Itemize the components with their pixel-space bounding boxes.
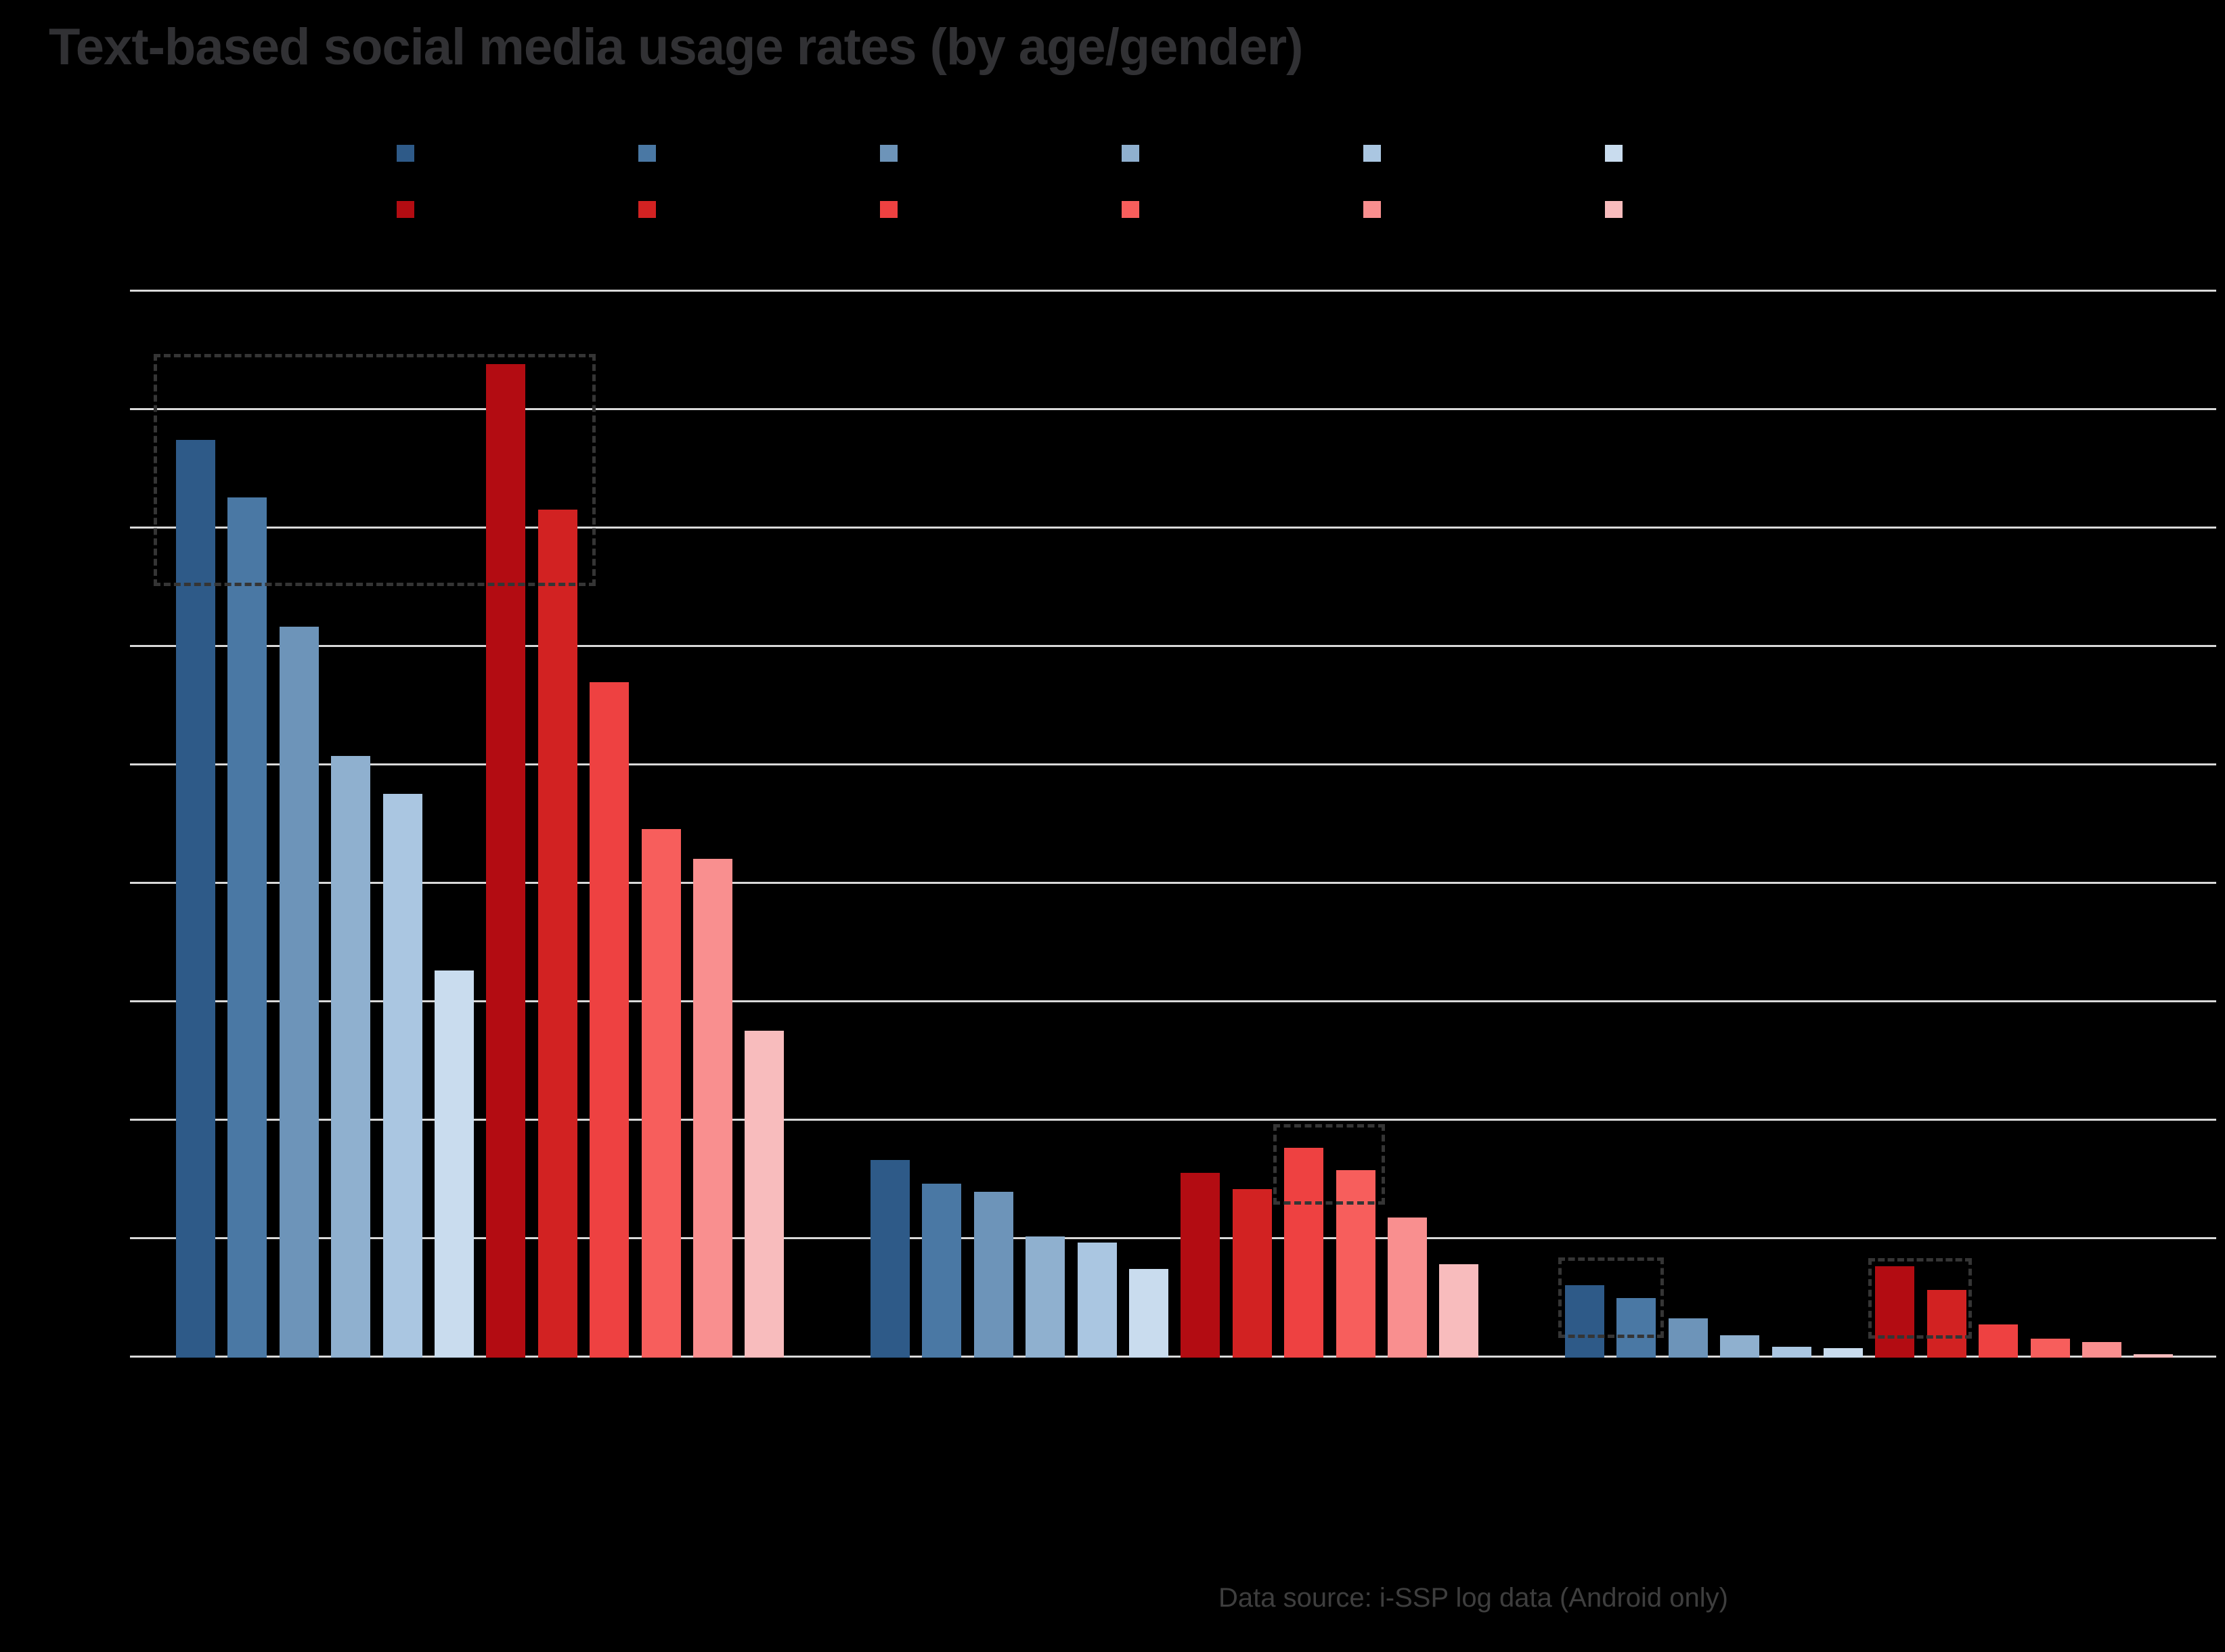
gridline (130, 1119, 2216, 1121)
legend-swatch-blue-4 (1122, 145, 1139, 162)
bar-group-3-female-shade4 (2030, 1338, 2070, 1358)
gridline (130, 408, 2216, 410)
gridline (130, 527, 2216, 529)
x-axis-line (130, 1356, 2216, 1358)
bar-group-2-male-shade2 (922, 1183, 962, 1358)
legend-swatch-red-2 (638, 201, 656, 218)
bar-group-3-male-shade6 (1824, 1347, 1863, 1358)
bar-group-3-female-shade5 (2082, 1342, 2121, 1358)
bar-group-2-female-shade2 (1232, 1189, 1272, 1358)
bar-group-2-male-shade3 (973, 1191, 1013, 1358)
legend-swatch-blue-6 (1605, 145, 1623, 162)
bar-group-1-female-shade4 (641, 829, 681, 1358)
bar-group-1-female-shade1 (486, 363, 526, 1358)
gridline (130, 645, 2216, 647)
legend-swatch-blue-2 (638, 145, 656, 162)
highlight-box-4 (1868, 1258, 1972, 1339)
highlight-box-3 (1558, 1257, 1664, 1338)
bar-group-2-male-shade4 (1026, 1236, 1065, 1358)
highlight-box-1 (154, 354, 596, 586)
legend-swatch-red-5 (1363, 201, 1381, 218)
bar-group-2-female-shade1 (1181, 1172, 1220, 1358)
bar-group-1-male-shade2 (227, 497, 267, 1358)
bar-group-2-female-shade5 (1388, 1218, 1427, 1358)
source-line-data-source: Data source: i-SSP log data (Android onl… (1218, 1583, 1728, 1613)
bar-group-3-male-shade3 (1668, 1318, 1708, 1358)
bar-group-1-male-shade6 (435, 970, 474, 1358)
legend-swatch-red-6 (1605, 201, 1623, 218)
bar-group-2-female-shade6 (1439, 1264, 1479, 1358)
bar-group-1-female-shade3 (590, 682, 630, 1358)
legend-swatch-blue-5 (1363, 145, 1381, 162)
bar-group-2-male-shade5 (1077, 1243, 1117, 1358)
bar-group-3-male-shade2 (1616, 1298, 1656, 1358)
gridline (130, 763, 2216, 765)
bar-group-1-male-shade1 (176, 439, 215, 1358)
bar-group-2-male-shade1 (871, 1159, 910, 1358)
legend-swatch-blue-3 (880, 145, 898, 162)
legend-swatch-red-3 (880, 201, 898, 218)
bar-group-2-female-shade3 (1284, 1148, 1324, 1358)
gridline (130, 882, 2216, 884)
bar-group-1-female-shade6 (745, 1030, 785, 1358)
source-notes: Data source: i-SSP log data (Android onl… (1218, 1493, 2073, 1652)
bar-group-3-male-shade5 (1771, 1347, 1811, 1358)
legend-swatch-red-1 (397, 201, 414, 218)
bar-group-3-female-shade3 (1979, 1324, 2019, 1358)
bar-group-1-female-shade2 (537, 509, 577, 1358)
highlight-box-2 (1273, 1124, 1385, 1205)
bar-group-1-male-shade4 (331, 755, 371, 1358)
bar-group-3-male-shade1 (1565, 1285, 1604, 1358)
bar-group-1-female-shade5 (693, 859, 732, 1358)
bar-group-1-male-shade3 (279, 627, 319, 1358)
bar-group-1-male-shade5 (382, 793, 422, 1358)
chart-title: Text-based social media usage rates (by … (49, 18, 1303, 76)
legend-swatch-blue-1 (397, 145, 414, 162)
bar-group-3-female-shade2 (1926, 1290, 1966, 1358)
bar-group-3-female-shade6 (2134, 1354, 2174, 1358)
gridline (130, 290, 2216, 292)
gridline (130, 1237, 2216, 1239)
bar-group-3-male-shade4 (1720, 1335, 1760, 1358)
bar-group-3-female-shade1 (1875, 1266, 1915, 1358)
gridline (130, 1000, 2216, 1002)
bar-group-2-male-shade6 (1129, 1268, 1168, 1358)
legend-swatch-red-4 (1122, 201, 1139, 218)
